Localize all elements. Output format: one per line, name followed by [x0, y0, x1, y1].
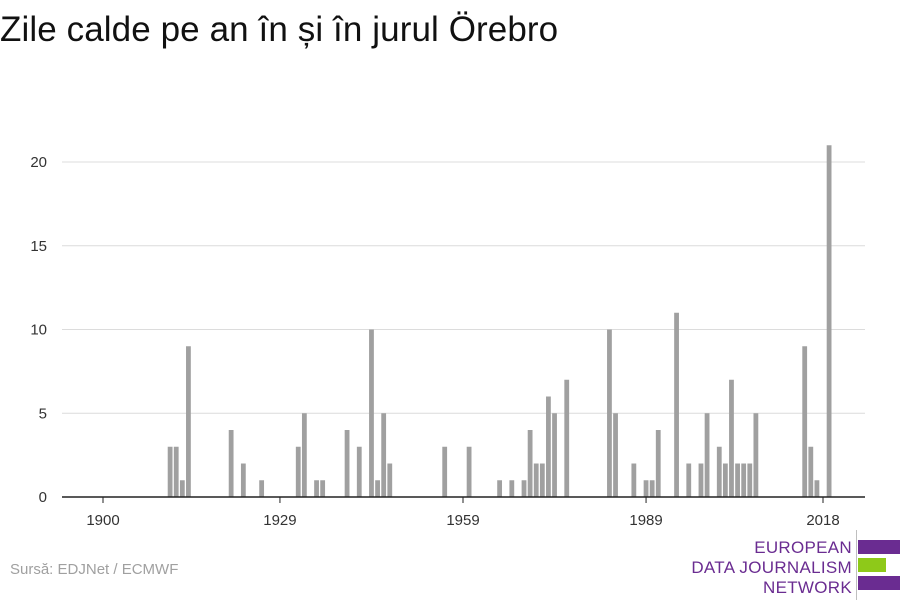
bar-1947 — [387, 463, 393, 497]
logo-line-2: DATA JOURNALISM — [691, 558, 852, 577]
logo-divider — [856, 530, 857, 600]
bar-1990 — [649, 480, 655, 497]
bar-1974 — [552, 413, 557, 497]
bar-2001 — [716, 446, 722, 497]
bar-1926 — [259, 480, 265, 497]
bar-2002 — [722, 463, 728, 497]
bar-1967 — [509, 480, 515, 497]
x-tick-label-1900: 1900 — [86, 512, 119, 529]
logo-text: EUROPEAN DATA JOURNALISM NETWORK — [691, 538, 852, 598]
bar-1942 — [356, 446, 362, 497]
bar-1984 — [613, 413, 618, 497]
bar-1970 — [527, 430, 533, 497]
y-tick-label-15: 15 — [30, 238, 47, 255]
bar-2016 — [808, 446, 814, 497]
bars — [167, 145, 832, 497]
bar-1976 — [564, 379, 570, 497]
bar-2003 — [729, 379, 734, 497]
logo-bar-middle — [858, 558, 886, 572]
bar-1956 — [442, 446, 448, 497]
bar-1940 — [344, 430, 350, 497]
bar-2004 — [735, 463, 740, 497]
bar-1991 — [655, 430, 661, 497]
bar-1999 — [704, 413, 710, 497]
y-axis-ticks: 0 5 10 15 20 — [30, 154, 47, 506]
bar-2006 — [747, 463, 753, 497]
bar-1998 — [698, 463, 704, 497]
bar-2019 — [826, 145, 832, 497]
y-tick-label-5: 5 — [39, 405, 47, 422]
bar-1933 — [301, 413, 307, 497]
bar-1989 — [643, 480, 649, 497]
bar-2015 — [802, 346, 808, 497]
bar-1935 — [314, 480, 319, 497]
x-tick-label-2018: 2018 — [806, 512, 839, 529]
bar-1921 — [228, 430, 234, 497]
bar-1973 — [546, 396, 551, 497]
logo-line-1: EUROPEAN — [754, 538, 852, 557]
bar-2007 — [753, 413, 759, 497]
bar-1911 — [167, 446, 173, 497]
x-tick-label-1989: 1989 — [629, 512, 662, 529]
gridlines — [62, 161, 865, 414]
bar-2017 — [814, 480, 820, 497]
bar-1983 — [607, 329, 612, 497]
bar-1972 — [539, 463, 545, 497]
bar-1987 — [631, 463, 637, 497]
bar-1944 — [369, 329, 374, 497]
y-tick-label-10: 10 — [30, 322, 47, 339]
bar-1932 — [295, 446, 301, 497]
x-tick-label-1929: 1929 — [263, 512, 296, 529]
bar-1994 — [674, 312, 679, 497]
bar-1914 — [186, 346, 191, 497]
edjnet-logo: EUROPEAN DATA JOURNALISM NETWORK — [691, 530, 900, 600]
chart-title: Zile calde pe an în și în jurul Örebro — [0, 10, 559, 49]
logo-line-3: NETWORK — [763, 578, 852, 597]
y-tick-label-0: 0 — [39, 489, 47, 506]
bar-1965 — [497, 480, 503, 497]
bar-1912 — [173, 446, 179, 497]
bar-1913 — [179, 480, 185, 497]
bar-1996 — [686, 463, 692, 497]
source-note: Sursă: EDJNet / ECMWF — [10, 561, 179, 578]
bar-1946 — [381, 413, 387, 497]
logo-bar-bottom — [858, 576, 900, 590]
y-tick-label-20: 20 — [30, 154, 47, 171]
x-axis-ticks: 1900 1929 1959 1989 2018 — [86, 497, 840, 529]
logo-bar-top — [858, 540, 900, 554]
bar-1969 — [521, 480, 527, 497]
x-tick-label-1959: 1959 — [446, 512, 479, 529]
bar-1971 — [533, 463, 539, 497]
bar-2005 — [741, 463, 747, 497]
bar-1960 — [466, 446, 472, 497]
bar-1936 — [320, 480, 326, 497]
bar-1923 — [240, 463, 246, 497]
bar-1945 — [375, 480, 380, 497]
